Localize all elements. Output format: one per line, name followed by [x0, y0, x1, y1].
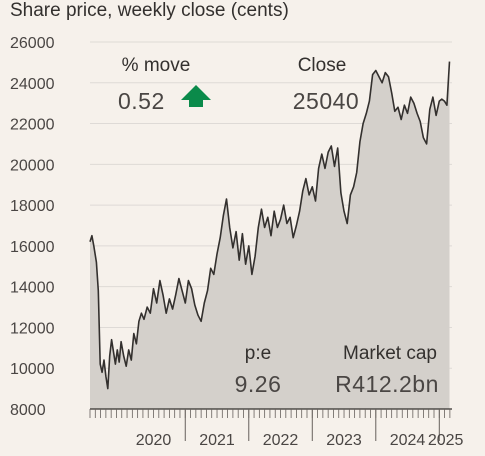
- y-tick-label: 18000: [10, 198, 55, 215]
- move-value: 0.52: [118, 88, 165, 114]
- market-cap-label: Market cap: [343, 343, 437, 364]
- move-label: % move: [122, 55, 191, 76]
- x-tick-label: 2023: [326, 432, 362, 449]
- x-tick-label: 2022: [263, 432, 299, 449]
- arrow-up-icon: [181, 85, 211, 107]
- chart-title: Share price, weekly close (cents): [10, 0, 289, 21]
- y-tick-label: 12000: [10, 320, 55, 337]
- x-tick-label: 2021: [199, 432, 235, 449]
- y-tick-label: 20000: [10, 157, 55, 174]
- y-tick-label: 14000: [10, 280, 55, 297]
- close-label: Close: [298, 55, 347, 76]
- market-cap-value: R412.2bn: [335, 371, 439, 397]
- pe-label: p:e: [245, 343, 271, 364]
- x-tick-label: 2020: [136, 432, 172, 449]
- y-tick-label: 22000: [10, 117, 55, 134]
- move-stat: % move 0.52: [118, 55, 211, 114]
- x-axis: 2020 2021 2022 2023 2024 2025: [89, 408, 464, 449]
- y-tick-label: 16000: [10, 239, 55, 256]
- price-line: [89, 61, 451, 390]
- x-tick-label: 2024: [390, 432, 426, 449]
- y-tick-label: 24000: [10, 76, 55, 93]
- pe-stat: p:e 9.26: [235, 343, 282, 397]
- y-tick-label: 26000: [10, 35, 55, 52]
- pe-value: 9.26: [235, 371, 282, 397]
- y-tick-label: 8000: [10, 402, 46, 419]
- y-axis: 8000 10000 12000 14000 16000 18000 20000 22000 2…: [10, 35, 55, 419]
- y-tick-label: 10000: [10, 361, 55, 378]
- close-stat: Close 25040: [293, 55, 359, 114]
- close-value: 25040: [293, 88, 359, 114]
- x-tick-label: 2025: [428, 432, 464, 449]
- market-cap-stat: Market cap R412.2bn: [335, 343, 439, 397]
